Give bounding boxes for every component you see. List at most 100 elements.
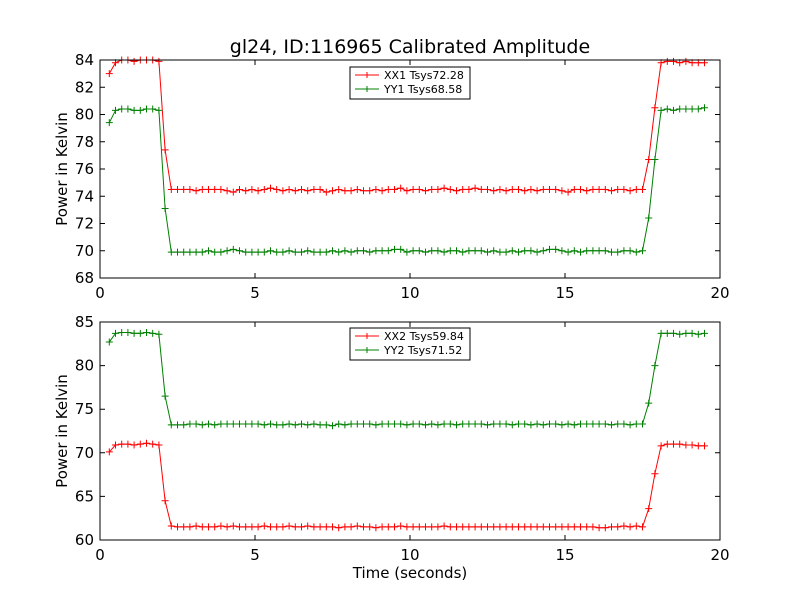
data-point [465, 420, 473, 428]
y-tick-label: 74 [75, 187, 94, 205]
data-point [589, 523, 597, 531]
data-point [360, 523, 367, 531]
data-point [329, 523, 336, 531]
data-point [174, 248, 181, 256]
data-point [397, 420, 405, 428]
data-point [211, 421, 219, 429]
data-point [539, 185, 547, 193]
data-point [632, 522, 640, 530]
data-point [601, 247, 609, 255]
data-point [589, 185, 597, 193]
data-point [248, 523, 256, 531]
data-point [267, 420, 274, 428]
data-point [310, 523, 318, 531]
data-point [564, 248, 572, 256]
data-point [242, 420, 250, 428]
data-point [682, 57, 690, 65]
legend-label: XX2 Tsys59.84 [384, 330, 464, 343]
data-point [112, 106, 119, 114]
data-point [341, 247, 349, 255]
data-point [366, 523, 374, 531]
y-axis-title: Power in Kelvin [53, 374, 71, 488]
data-point [366, 248, 374, 256]
data-point [118, 105, 126, 113]
data-point [614, 420, 622, 428]
data-point [105, 119, 113, 127]
data-point [620, 247, 628, 255]
data-point [161, 146, 169, 154]
data-point [614, 248, 622, 256]
data-point [248, 248, 256, 256]
data-point [477, 523, 485, 531]
data-point [130, 329, 138, 337]
data-point [601, 420, 609, 428]
data-point [459, 185, 467, 193]
data-point [583, 420, 591, 428]
data-point [595, 524, 603, 532]
data-point [242, 248, 250, 256]
data-point [682, 329, 690, 337]
data-point [192, 187, 200, 195]
data-point [397, 522, 405, 530]
data-point [360, 247, 367, 255]
data-point [161, 205, 169, 213]
data-point [570, 523, 578, 531]
data-point [260, 185, 268, 193]
data-point [527, 523, 535, 531]
data-point [186, 420, 194, 428]
data-point [384, 247, 392, 255]
data-point [465, 247, 473, 255]
data-point [403, 421, 411, 429]
data-point [254, 248, 262, 256]
data-point [570, 421, 578, 429]
data-point [167, 248, 175, 256]
data-point [422, 523, 429, 531]
data-point [254, 187, 262, 195]
data-point [143, 105, 150, 113]
data-point [471, 247, 479, 255]
data-point [521, 247, 529, 255]
data-point [422, 248, 429, 256]
data-point [391, 245, 398, 253]
data-point [546, 420, 553, 428]
data-point [552, 523, 560, 531]
data-point [570, 185, 578, 193]
data-point [217, 248, 225, 256]
data-point [595, 247, 603, 255]
data-point [186, 523, 194, 531]
data-point [112, 329, 119, 337]
data-point [360, 187, 367, 195]
data-point [465, 523, 473, 531]
data-point [409, 523, 417, 531]
data-point [471, 523, 479, 531]
data-point [167, 185, 175, 193]
data-point [329, 422, 336, 430]
data-point [440, 420, 448, 428]
data-point [676, 105, 684, 113]
data-point [645, 214, 653, 222]
data-point [639, 523, 646, 531]
data-point [515, 420, 522, 428]
data-point [570, 247, 578, 255]
data-point [149, 329, 157, 337]
data-point [372, 524, 380, 532]
data-point [422, 187, 429, 195]
data-point [446, 247, 454, 255]
data-point [484, 185, 491, 193]
data-point [205, 523, 212, 531]
data-point [304, 187, 312, 195]
data-point [149, 105, 157, 113]
data-point [608, 187, 615, 195]
data-point [527, 247, 535, 255]
x-tick-label: 10 [400, 546, 419, 564]
data-point [217, 420, 225, 428]
data-point [310, 248, 318, 256]
data-point [242, 523, 250, 531]
data-point [521, 187, 529, 195]
data-point [391, 185, 398, 193]
data-point [620, 420, 628, 428]
data-point [279, 523, 287, 531]
data-point [192, 248, 200, 256]
data-point [663, 440, 671, 448]
